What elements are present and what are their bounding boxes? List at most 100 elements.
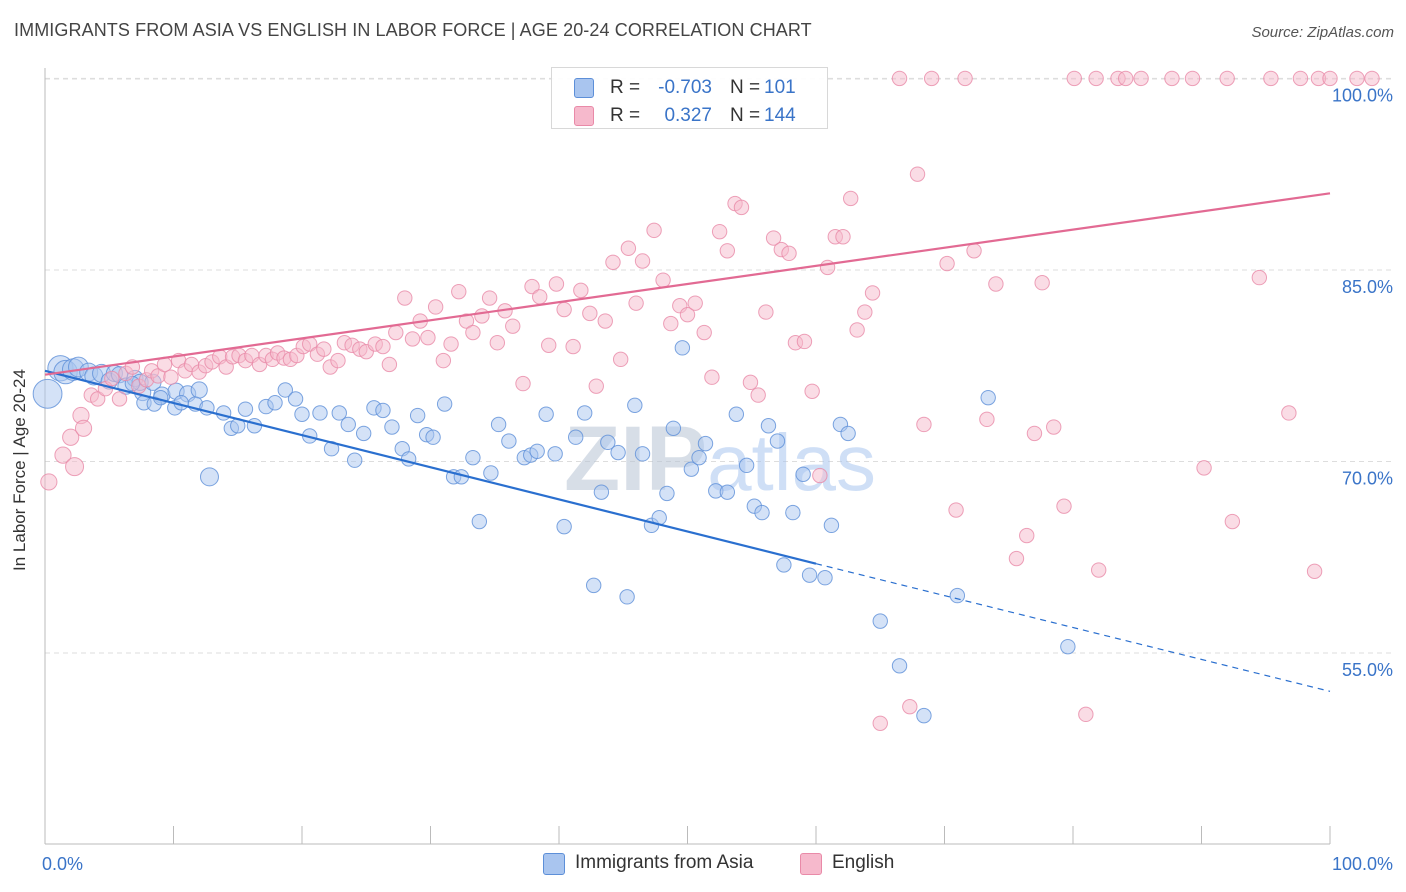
data-point-asia [471,513,488,530]
data-point-english [733,199,750,216]
data-point-english [864,285,881,301]
tick-labels: 55.0% 70.0% 85.0% 100.0% 0.0% 100.0% [42,85,1393,874]
data-point-english [556,301,572,318]
data-point-asia [267,395,283,411]
data-point-asia [738,457,755,474]
data-point-asia [916,707,932,724]
data-point-english [375,338,391,355]
data-point-english [1322,70,1338,87]
data-point-asia [659,485,675,502]
data-point-asia [577,405,593,421]
data-point-asia [190,381,208,399]
data-point-asia [287,391,304,407]
data-point-english [1164,70,1180,87]
data-point-english [1349,70,1365,87]
data-point-asia [840,425,856,442]
data-point-asia [215,405,232,421]
legend-n-label: N = [730,105,761,126]
data-point-asia [817,570,833,586]
data-point-english [1019,527,1035,544]
data-point-asia [585,577,602,594]
bottom-legend-swatch-pink [800,853,822,875]
trend-line-english [44,192,1331,376]
data-point-english [1184,70,1201,87]
data-point-english [948,502,964,518]
data-point-english [548,276,565,292]
y-tick-label: 55.0% [1342,660,1393,680]
data-point-asia [634,446,651,462]
legend-n-value: 144 [764,105,796,126]
legend-r-value: -0.703 [658,77,712,98]
data-point-asia [697,435,714,452]
data-point-asia [795,466,811,482]
data-point-english [1117,70,1134,87]
data-point-english [939,255,955,272]
data-point-asia [619,589,635,605]
data-point-asia [556,518,572,535]
data-point-english [1196,460,1212,476]
data-point-asia [538,406,554,422]
axes [44,68,1331,845]
data-point-asia [355,425,372,442]
data-point-english [582,305,598,322]
bottom-legend-swatch-blue [543,853,565,875]
data-point-english [781,245,797,262]
x-tick-label: 0.0% [42,854,83,874]
data-point-english [891,70,908,87]
data-point-asia [754,504,770,521]
data-point-asia [823,517,840,534]
legend-swatch-blue [574,78,594,98]
data-point-english [104,370,120,387]
chart-title: IMMIGRANTS FROM ASIA VS ENGLISH IN LABOR… [14,20,812,40]
data-point-english [872,715,888,731]
data-point-english [902,698,918,715]
data-point-asia [246,418,263,434]
series-english [40,70,1380,731]
data-point-english [1078,706,1094,723]
legend-n-value: 101 [764,77,796,98]
data-point-english [655,272,671,288]
data-point-english [804,383,820,399]
data-point-asia [593,484,610,500]
watermark-zip: ZIP [564,408,707,510]
data-point-english [988,276,1004,292]
data-point-english [541,337,557,353]
bottom-legend-label: English [832,852,895,873]
data-point-asia [872,613,888,629]
data-point-english [923,70,940,87]
data-point-english [909,166,926,182]
data-point-asia [980,389,996,406]
data-point-asia [665,420,682,436]
data-point-english [711,223,728,240]
data-point-english [758,304,774,320]
source-credit: Source: ZipAtlas.com [1251,24,1394,41]
data-point-asia [674,340,691,356]
data-point-english [979,411,995,428]
data-point-english [704,369,720,385]
data-point-english [1034,275,1050,291]
data-point-english [474,308,490,324]
data-point-asia [776,557,792,573]
data-point-english [750,387,766,403]
y-tick-label: 85.0% [1342,277,1393,297]
data-point-english [111,391,128,407]
data-point-asia [949,587,966,604]
data-point-asia [691,449,707,466]
legend-r-value: 0.327 [664,105,712,126]
data-point-asia [425,429,441,445]
data-point-english [620,240,637,256]
data-point-english [1026,425,1043,442]
data-point-asia [331,405,347,421]
data-point-english [397,290,413,306]
data-point-english [54,446,72,464]
data-point-english [420,329,436,346]
data-point-english [1056,498,1072,514]
data-point-english [696,324,712,341]
data-point-asia [436,396,453,412]
data-point-english [957,70,973,87]
data-point-english [451,283,467,300]
data-point-english [605,254,621,270]
data-point-english [835,229,851,245]
data-point-asia [719,484,736,500]
data-point-english [819,259,836,276]
